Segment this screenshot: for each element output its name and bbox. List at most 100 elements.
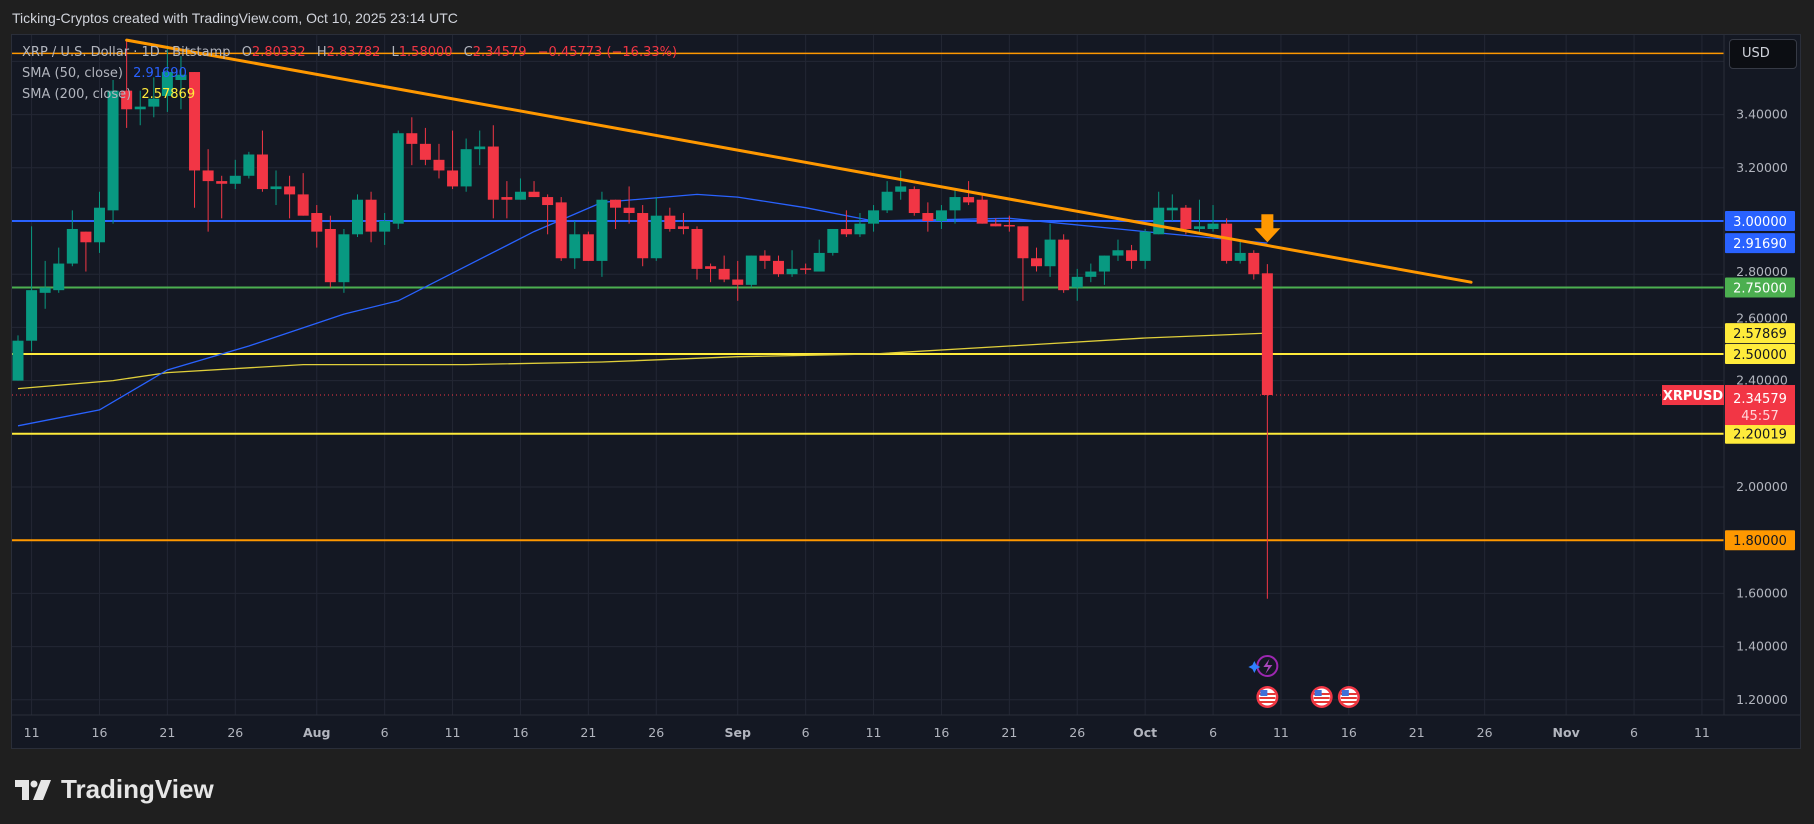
time-tick-label: 26	[648, 725, 664, 740]
candle	[202, 149, 214, 232]
time-tick-label: 16	[513, 725, 529, 740]
candle	[419, 127, 431, 166]
price-tick-label: 2.40000	[1736, 373, 1788, 388]
flag-stripe	[1259, 697, 1276, 699]
candle-body	[1044, 239, 1056, 267]
candle-body	[528, 191, 540, 198]
currency-button[interactable]: USD	[1729, 39, 1797, 69]
candle	[1234, 239, 1246, 264]
sma200-value: 2.57869	[141, 87, 196, 102]
level-price-tag	[1725, 344, 1795, 364]
open-value: 2.80332	[251, 45, 306, 60]
level-price-tag	[1725, 423, 1795, 444]
candle	[1166, 194, 1178, 221]
candle-body	[1180, 207, 1192, 229]
sma50-value: 2.91690	[133, 66, 187, 81]
low-value: 1.58000	[398, 45, 453, 60]
high-label: H	[316, 45, 327, 60]
candle-body	[868, 210, 880, 224]
sparkle-icon	[1248, 661, 1261, 673]
candle-body	[243, 154, 255, 176]
time-tick-label: 6	[1209, 725, 1217, 740]
legend-sma50[interactable]: SMA (50, close) 2.91690	[22, 66, 187, 81]
candle-body	[229, 175, 241, 184]
time-tick-label: Sep	[725, 725, 751, 740]
candle-body	[53, 263, 65, 291]
candle-body	[555, 202, 567, 259]
candle-body	[1248, 252, 1260, 275]
price-tags: 3.00000 2.75000 2.50000 2.20019 1.80000 2.916…	[1662, 211, 1795, 551]
close-label: C	[463, 45, 473, 60]
time-tick-label: 21	[580, 725, 596, 740]
candle-body	[772, 260, 784, 275]
candle	[93, 191, 105, 253]
candle-body	[718, 268, 730, 280]
candle	[718, 255, 730, 283]
level-price-tag-text: 2.75000	[1733, 282, 1787, 297]
candle	[1248, 250, 1260, 280]
candle-body	[895, 186, 907, 192]
candle	[555, 197, 567, 261]
candle	[1139, 228, 1151, 269]
candle	[1031, 247, 1042, 272]
candle	[610, 199, 622, 229]
symbol-tag-text: XRPUSD	[1663, 389, 1723, 404]
candle	[596, 191, 608, 277]
logo-text: TradingView	[61, 774, 214, 804]
chart-title: Ticking-Cryptos created with TradingView…	[12, 10, 458, 26]
candle-body	[338, 234, 350, 283]
candle-body	[881, 191, 893, 211]
candle-body	[1071, 276, 1083, 288]
symbol-tag	[1662, 385, 1724, 406]
candle-body	[677, 226, 689, 229]
candle	[759, 250, 771, 269]
close-value: 2.34579	[472, 45, 527, 60]
candle	[1098, 255, 1110, 285]
candle-body	[1112, 250, 1124, 256]
candle	[800, 263, 812, 275]
candle	[338, 228, 350, 293]
time-tick-label: 16	[1341, 725, 1357, 740]
candle-body	[392, 133, 404, 224]
candle	[528, 181, 540, 198]
candle-body	[270, 186, 282, 190]
indicator-price-tag	[1725, 233, 1795, 254]
chart-panel[interactable]	[11, 34, 1801, 749]
candle	[460, 138, 472, 192]
candle-body	[705, 266, 717, 269]
candle	[854, 213, 866, 237]
us-flag-event	[1337, 686, 1360, 708]
time-tick-label: 21	[1001, 725, 1017, 740]
candle-body	[26, 290, 38, 341]
candle	[745, 255, 757, 288]
candle	[840, 210, 852, 237]
candle-body	[922, 213, 934, 221]
candle-body	[487, 146, 499, 200]
flag-stripe	[1313, 701, 1330, 703]
low-label: L	[391, 45, 399, 60]
candle	[542, 194, 554, 235]
level-price-tag-text: 3.00000	[1733, 215, 1787, 230]
candle-body	[121, 90, 133, 110]
legend-sma200[interactable]: SMA (200, close) 2.57869	[22, 87, 195, 102]
candle-body	[1207, 223, 1219, 229]
candle-body	[447, 170, 459, 187]
open-label: O	[241, 45, 252, 60]
flag-stripe	[1259, 701, 1276, 703]
candle	[908, 186, 920, 216]
candle	[229, 159, 241, 190]
candle-body	[284, 186, 296, 195]
candle-body	[1085, 271, 1097, 277]
trendline	[125, 38, 1473, 284]
candle	[284, 175, 296, 219]
axes: 11 16 21 26 Aug 6 11 16 21 26 Sep 6 11 16 21 26 Oct 6 11 16…	[12, 35, 1800, 740]
candle	[447, 130, 459, 190]
candle	[256, 130, 268, 192]
tradingview-logo[interactable]: TradingView	[15, 774, 214, 805]
candle	[582, 231, 594, 261]
candle	[161, 45, 173, 112]
candle-body	[256, 154, 268, 190]
time-tick-label: 11	[866, 725, 882, 740]
candle	[949, 189, 961, 224]
